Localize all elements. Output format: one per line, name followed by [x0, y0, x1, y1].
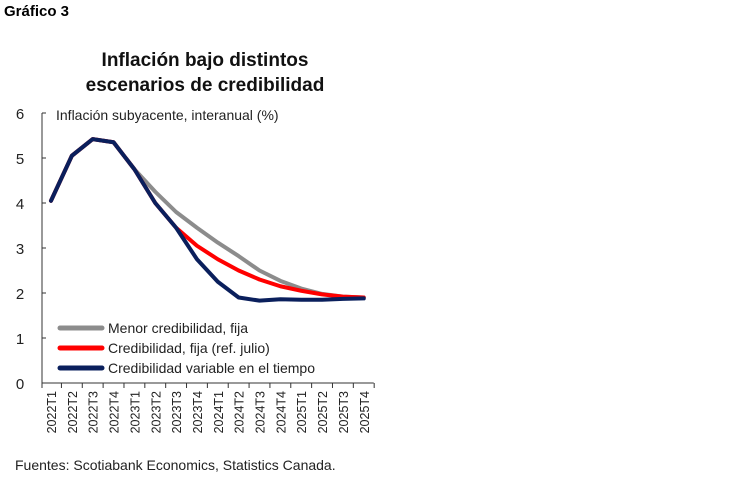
chart-title: Inflación bajo distintos escenarios de c… [40, 48, 370, 98]
x-tick-label: 2022T1 [45, 391, 59, 433]
chart-title-line-1: Inflación bajo distintos [101, 50, 309, 71]
legend-label-0: Menor credibilidad, fija [108, 320, 248, 336]
x-tick-label: 2023T1 [128, 391, 142, 433]
series-line-1 [49, 137, 366, 300]
y-tick-label: 3 [16, 241, 24, 258]
x-tick-label: 2025T1 [295, 391, 309, 433]
x-tick-label: 2024T1 [212, 391, 226, 433]
x-tick-label: 2024T4 [274, 391, 288, 433]
series-line-0 [49, 137, 366, 300]
chart-title-line-2: escenarios de credibilidad [85, 75, 325, 96]
y-tick-label: 1 [16, 331, 24, 348]
x-tick-label: 2025T2 [316, 391, 330, 433]
source-note: Fuentes: Scotiabank Economics, Statistic… [15, 457, 336, 473]
x-tick-label: 2025T4 [358, 391, 372, 433]
x-tick-label: 2024T2 [233, 391, 247, 433]
y-axis-label: Inflación subyacente, interanual (%) [56, 107, 279, 123]
y-tick-label: 6 [16, 106, 24, 123]
x-tick-label: 2023T2 [149, 391, 163, 433]
y-tick-label: 0 [16, 376, 24, 393]
y-tick-label: 5 [16, 151, 24, 168]
y-tick-label: 4 [16, 196, 24, 213]
x-tick-label: 2023T3 [170, 391, 184, 433]
figure-label: Gráfico 3 [4, 3, 70, 20]
y-tick-label: 2 [16, 286, 24, 303]
x-tick-label: 2022T4 [108, 391, 122, 433]
legend-label-1: Credibilidad, fija (ref. julio) [108, 340, 270, 356]
legend-label-2: Credibilidad variable en el tiempo [108, 360, 315, 376]
x-tick-label: 2022T2 [66, 391, 80, 433]
x-tick-label: 2024T3 [254, 391, 268, 433]
series-line-2 [49, 137, 366, 303]
x-tick-label: 2025T3 [337, 391, 351, 433]
x-tick-label: 2023T4 [191, 391, 205, 433]
x-tick-label: 2022T3 [87, 391, 101, 433]
